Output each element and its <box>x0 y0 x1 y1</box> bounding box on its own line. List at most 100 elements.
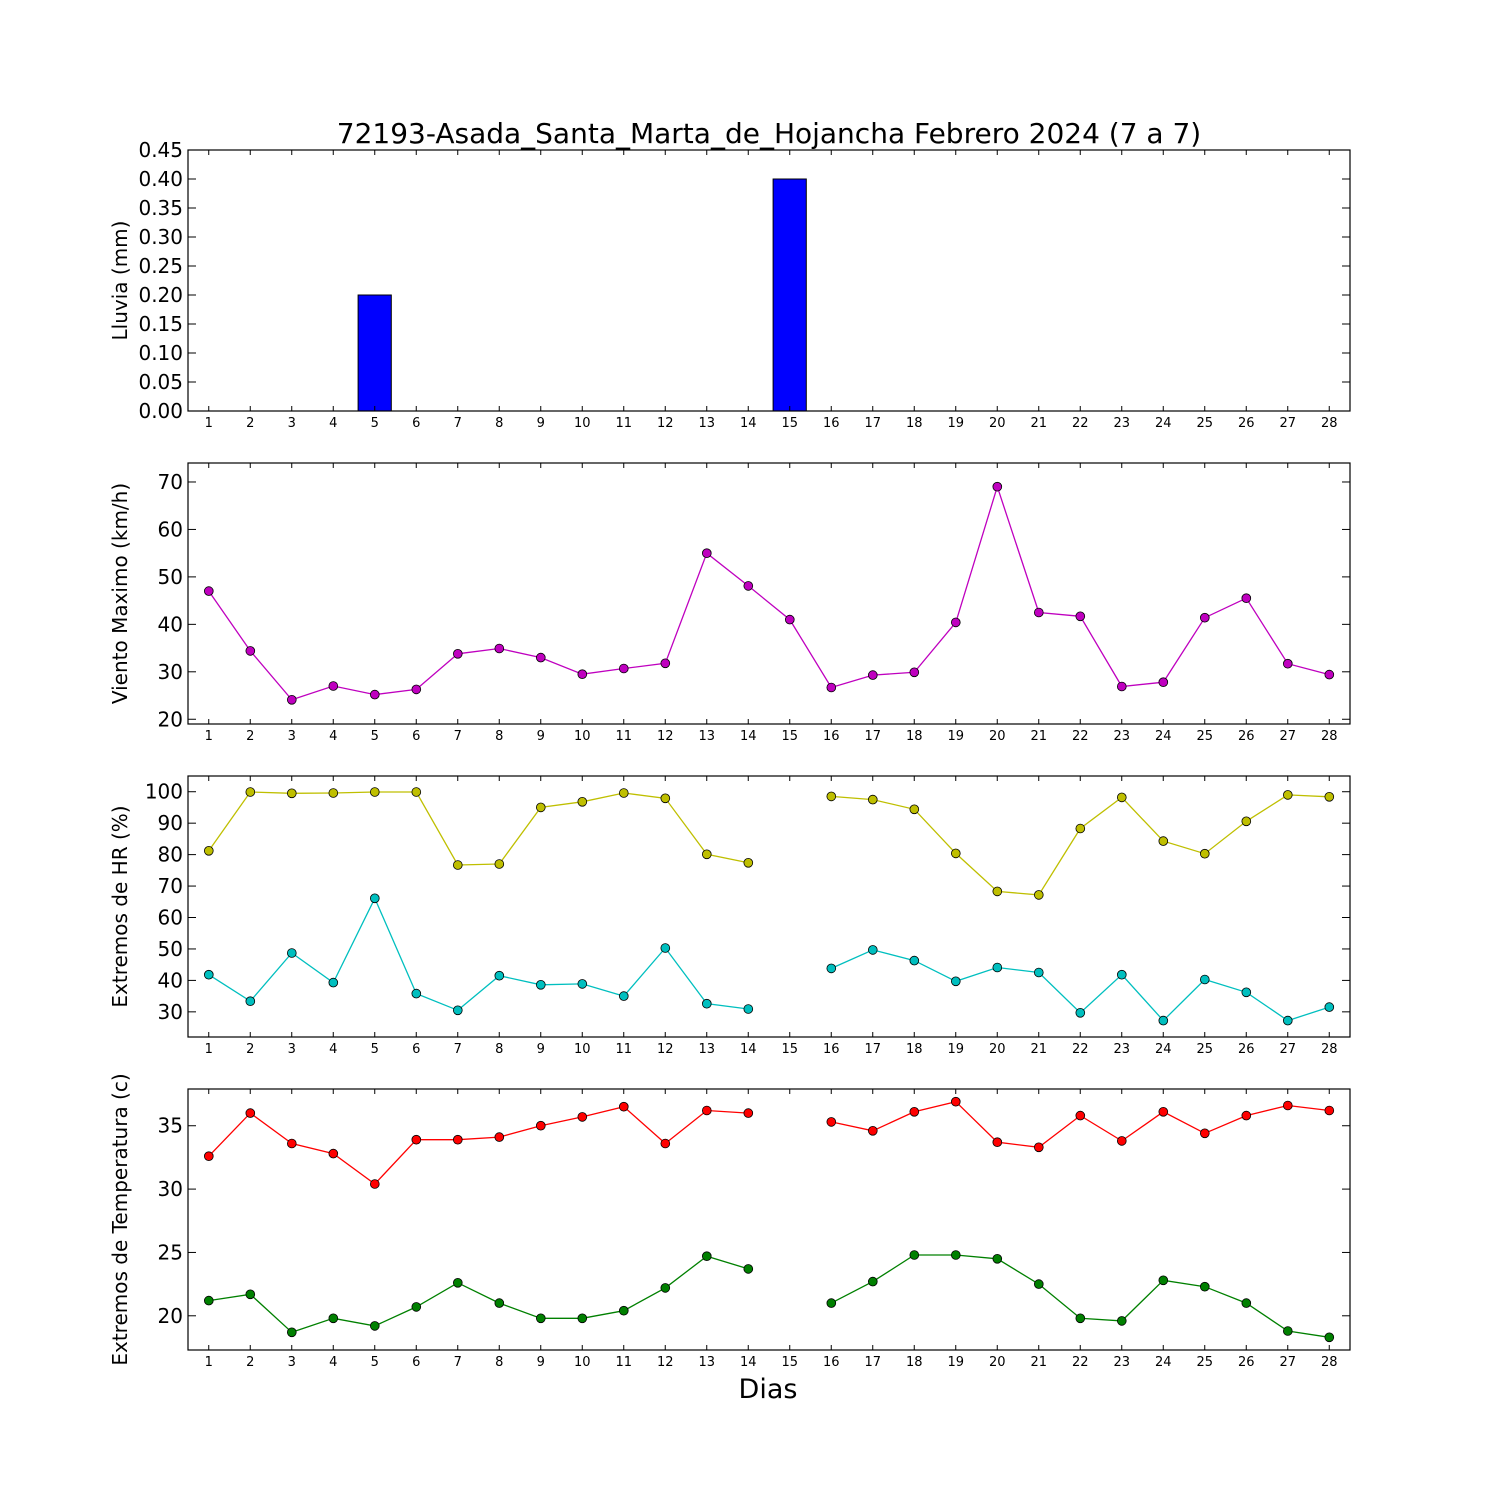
x-tick-label: 7 <box>454 729 462 744</box>
x-tick-label: 6 <box>412 1355 420 1370</box>
data-point <box>452 1278 463 1288</box>
series-line <box>208 1255 749 1334</box>
x-tick-label: 26 <box>1238 729 1255 744</box>
x-tick-label: 21 <box>1030 1355 1047 1370</box>
x-tick-label: 12 <box>657 416 674 431</box>
x-tick-label: 9 <box>537 416 545 431</box>
x-tick-label: 3 <box>288 729 296 744</box>
data-point <box>411 684 422 695</box>
y-tick-label: 30 <box>158 1000 183 1024</box>
series-line <box>831 1254 1330 1338</box>
x-tick-label: 23 <box>1113 729 1130 744</box>
data-point <box>660 793 671 804</box>
data-point <box>286 1138 297 1149</box>
y-tick-label: 20 <box>158 1304 183 1328</box>
x-tick-label: 3 <box>288 416 296 431</box>
y-axis-label: Viento Maximo (km/h) <box>108 483 132 704</box>
data-point <box>992 886 1003 897</box>
data-point <box>535 979 546 990</box>
x-tick-label: 4 <box>329 1355 337 1370</box>
figure-title: 72193-Asada_Santa_Marta_de_Hojancha Febr… <box>337 117 1201 150</box>
data-point <box>826 1117 837 1127</box>
y-tick-label: 0.00 <box>138 399 183 423</box>
y-tick-label: 50 <box>158 565 183 589</box>
data-point <box>411 1134 422 1145</box>
x-tick-label: 20 <box>989 729 1006 744</box>
data-point <box>826 1298 837 1308</box>
x-tick-label: 27 <box>1279 416 1296 431</box>
x-tick-label: 17 <box>864 729 881 744</box>
data-point <box>867 794 878 805</box>
axes-frame <box>187 149 1351 412</box>
series-line <box>831 1100 1330 1148</box>
x-tick-label: 2 <box>246 416 254 431</box>
data-point <box>1241 1110 1252 1121</box>
x-tick-label: 10 <box>574 1042 591 1057</box>
data-point <box>1200 848 1210 859</box>
data-point <box>452 1134 463 1145</box>
x-tick-label: 20 <box>989 416 1006 431</box>
data-point <box>452 860 463 870</box>
data-point <box>1200 612 1210 623</box>
x-tick-label: 19 <box>947 416 964 431</box>
data-point <box>1117 792 1127 803</box>
data-point <box>992 481 1003 492</box>
data-point <box>286 694 297 705</box>
x-tick-label: 17 <box>864 416 881 431</box>
data-point <box>1158 1275 1169 1286</box>
x-tick-label: 18 <box>906 1355 923 1370</box>
data-point <box>411 787 422 797</box>
y-tick-label: 60 <box>158 906 183 930</box>
y-tick-label: 40 <box>158 612 183 636</box>
x-tick-label: 13 <box>698 1355 715 1370</box>
panel-2: 1 2 3 4 5 6 7 8 9 10 11 12 13 14 15 16 17 18 19 20 21 22 23 24 2… <box>108 462 1351 744</box>
data-point <box>992 1254 1003 1264</box>
data-point <box>909 1250 920 1260</box>
x-tick-label: 13 <box>698 1042 715 1057</box>
data-point <box>1200 974 1210 985</box>
data-point <box>328 788 339 798</box>
y-tick-label: 35 <box>158 1114 183 1138</box>
data-point <box>909 955 920 966</box>
x-tick-label: 18 <box>906 1042 923 1057</box>
data-point <box>204 1295 214 1306</box>
data-point <box>950 1250 961 1260</box>
data-point <box>535 1120 546 1131</box>
x-tick-label: 1 <box>205 416 213 431</box>
x-tick-label: 28 <box>1321 416 1338 431</box>
x-tick-label: 13 <box>698 729 715 744</box>
data-point <box>577 1112 588 1122</box>
data-point <box>286 788 297 799</box>
data-point <box>701 998 712 1009</box>
data-point <box>1200 1281 1210 1292</box>
data-point <box>950 1096 961 1107</box>
data-point <box>1324 1332 1335 1343</box>
data-point <box>369 1321 380 1331</box>
data-point <box>204 1151 214 1161</box>
x-tick-label: 24 <box>1155 416 1172 431</box>
data-point <box>411 988 422 999</box>
x-tick-label: 14 <box>740 729 757 744</box>
data-point <box>1075 1110 1086 1121</box>
data-point <box>992 962 1003 973</box>
series-line <box>208 484 1330 701</box>
data-point <box>1117 681 1127 692</box>
x-tick-label: 17 <box>864 1355 881 1370</box>
x-tick-label: 4 <box>329 416 337 431</box>
x-tick-label: 22 <box>1072 416 1089 431</box>
y-tick-label: 70 <box>158 470 183 494</box>
data-point <box>1117 1316 1127 1326</box>
x-tick-label: 6 <box>412 729 420 744</box>
x-tick-label: 14 <box>740 1042 757 1057</box>
x-tick-label: 11 <box>615 416 632 431</box>
data-point <box>992 1137 1003 1147</box>
x-tick-label: 15 <box>781 729 798 744</box>
data-point <box>1034 1279 1044 1289</box>
x-tick-label: 3 <box>288 1355 296 1370</box>
data-point <box>660 658 671 669</box>
data-point <box>494 643 505 654</box>
y-tick-label: 60 <box>158 517 183 541</box>
y-axis-label: Lluvia (mm) <box>108 221 132 341</box>
series-line <box>208 1105 749 1185</box>
data-point <box>660 943 671 953</box>
